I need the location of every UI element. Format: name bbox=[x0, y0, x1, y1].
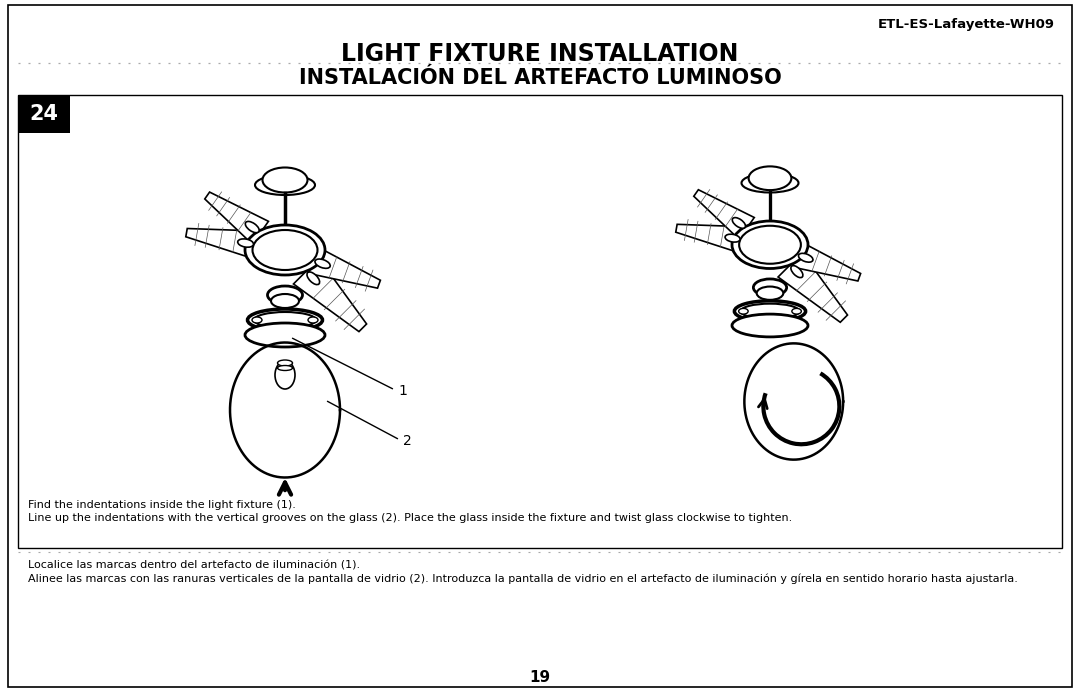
Polygon shape bbox=[294, 258, 366, 332]
Ellipse shape bbox=[315, 259, 330, 268]
Ellipse shape bbox=[255, 175, 315, 195]
Text: LIGHT FIXTURE INSTALLATION: LIGHT FIXTURE INSTALLATION bbox=[341, 42, 739, 66]
Text: 1: 1 bbox=[399, 384, 407, 398]
Ellipse shape bbox=[308, 317, 318, 323]
Bar bbox=[18, 95, 1062, 548]
Ellipse shape bbox=[245, 225, 325, 275]
Ellipse shape bbox=[734, 301, 806, 322]
Ellipse shape bbox=[278, 360, 293, 366]
Polygon shape bbox=[205, 192, 269, 244]
Ellipse shape bbox=[742, 174, 798, 193]
Ellipse shape bbox=[748, 166, 792, 190]
Ellipse shape bbox=[238, 239, 254, 247]
Ellipse shape bbox=[307, 272, 320, 285]
Ellipse shape bbox=[732, 218, 745, 228]
Polygon shape bbox=[676, 224, 744, 253]
Ellipse shape bbox=[245, 221, 259, 232]
Ellipse shape bbox=[739, 309, 748, 314]
Ellipse shape bbox=[247, 309, 323, 331]
Ellipse shape bbox=[739, 225, 801, 264]
Polygon shape bbox=[793, 242, 861, 281]
Text: 24: 24 bbox=[29, 104, 58, 124]
Polygon shape bbox=[186, 228, 258, 258]
Polygon shape bbox=[230, 343, 340, 477]
Text: Localice las marcas dentro del artefacto de iluminación (1).: Localice las marcas dentro del artefacto… bbox=[28, 560, 360, 570]
Ellipse shape bbox=[798, 253, 813, 262]
Text: Find the indentations inside the light fixture (1).: Find the indentations inside the light f… bbox=[28, 500, 296, 510]
Text: ETL-ES-Lafayette-WH09: ETL-ES-Lafayette-WH09 bbox=[878, 18, 1055, 31]
Polygon shape bbox=[744, 343, 843, 459]
Ellipse shape bbox=[732, 314, 808, 337]
Polygon shape bbox=[778, 253, 848, 322]
Ellipse shape bbox=[275, 361, 295, 389]
Text: Alinee las marcas con las ranuras verticales de la pantalla de vidrio (2). Intro: Alinee las marcas con las ranuras vertic… bbox=[28, 573, 1017, 584]
Ellipse shape bbox=[757, 287, 783, 300]
Text: Line up the indentations with the vertical grooves on the glass (2). Place the g: Line up the indentations with the vertic… bbox=[28, 513, 793, 523]
Ellipse shape bbox=[741, 304, 799, 319]
Polygon shape bbox=[309, 247, 380, 288]
Text: 19: 19 bbox=[529, 671, 551, 685]
Text: INSTALACIÓN DEL ARTEFACTO LUMINOSO: INSTALACIÓN DEL ARTEFACTO LUMINOSO bbox=[299, 68, 781, 88]
Ellipse shape bbox=[262, 168, 308, 193]
Ellipse shape bbox=[754, 279, 786, 296]
Ellipse shape bbox=[271, 294, 299, 308]
Ellipse shape bbox=[278, 366, 293, 371]
Ellipse shape bbox=[791, 266, 802, 278]
Ellipse shape bbox=[732, 221, 808, 269]
Polygon shape bbox=[693, 190, 754, 239]
Ellipse shape bbox=[792, 309, 801, 314]
Ellipse shape bbox=[252, 317, 262, 323]
Ellipse shape bbox=[245, 323, 325, 347]
Ellipse shape bbox=[725, 235, 740, 242]
Ellipse shape bbox=[268, 286, 302, 304]
Bar bbox=[18, 95, 70, 133]
Text: 2: 2 bbox=[403, 434, 411, 448]
Ellipse shape bbox=[254, 312, 316, 328]
Ellipse shape bbox=[253, 230, 318, 270]
